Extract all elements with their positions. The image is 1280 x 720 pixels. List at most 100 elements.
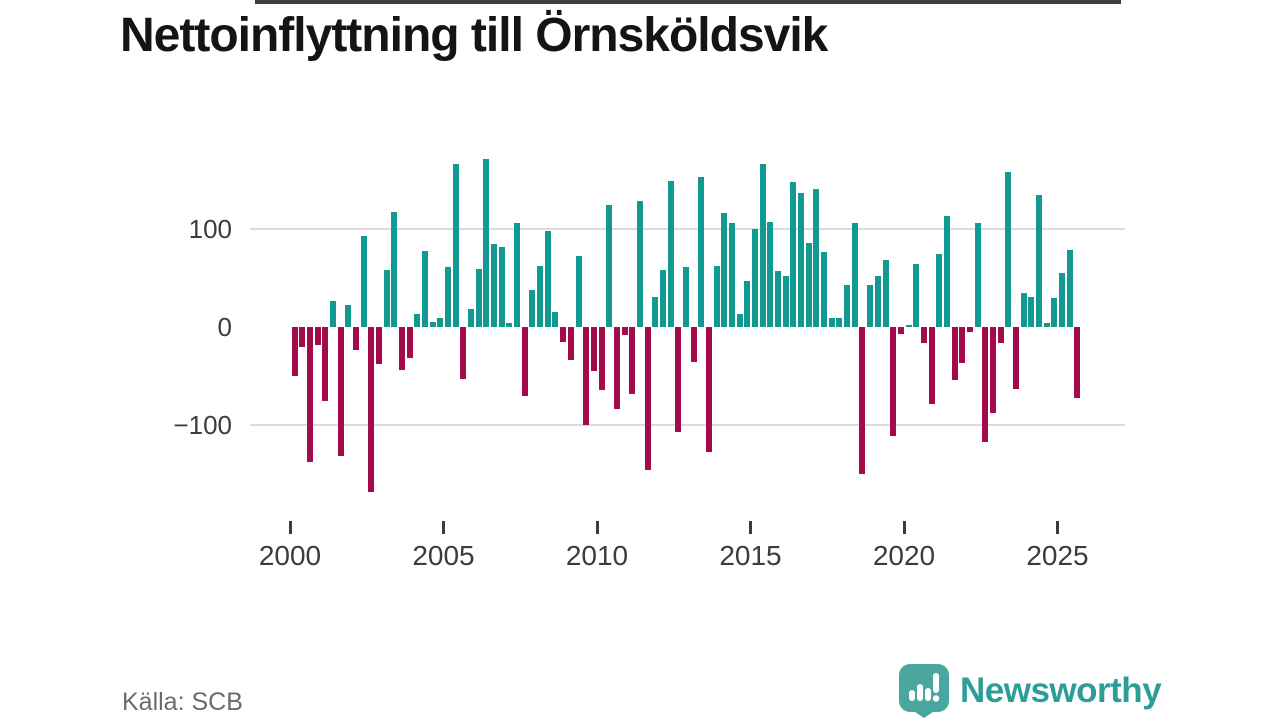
bar-2005-Q1: [445, 267, 452, 327]
bar-2018-Q1: [844, 284, 851, 327]
bar-2015-Q3: [767, 222, 774, 327]
bar-2023-Q1: [997, 327, 1004, 343]
bar-2017-Q3: [828, 318, 835, 327]
bar-2002-Q3: [368, 327, 375, 492]
x-tick-2010: [595, 521, 599, 534]
bar-2006-Q4: [498, 246, 505, 327]
bar-2011-Q3: [644, 327, 651, 471]
bar-2007-Q3: [521, 327, 528, 396]
bar-2019-Q2: [882, 260, 889, 327]
bar-2012-Q4: [682, 267, 689, 327]
bar-2024-Q2: [1036, 194, 1042, 327]
x-tick-label-2010: 2010: [565, 540, 629, 571]
bar-2001-Q3: [337, 327, 344, 457]
bar-2017-Q4: [836, 318, 843, 327]
bar-2002-Q2: [360, 235, 367, 327]
bar-2008-Q3: [552, 312, 559, 327]
newsworthy-badge-icon: [899, 664, 949, 718]
newsworthy-wordmark: Newsworthy: [960, 670, 1162, 710]
badge-shape: [899, 664, 949, 718]
glyph-exclamation-dot: [932, 695, 940, 702]
zero-axis-line: [255, 0, 1121, 4]
bar-2008-Q2: [544, 230, 551, 327]
bar-2007-Q4: [529, 289, 536, 327]
bar-2008-Q1: [537, 266, 544, 327]
x-tick-2025: [1056, 521, 1059, 534]
bar-2000-Q3: [306, 327, 313, 463]
bar-2001-Q1: [322, 327, 329, 401]
bar-2025-Q3: [1074, 327, 1081, 398]
bar-2017-Q1: [813, 188, 820, 327]
bar-2011-Q1: [629, 327, 636, 394]
bar-2002-Q4: [375, 327, 382, 365]
bar-2004-Q3: [429, 322, 436, 327]
gridline-100: [250, 228, 1125, 230]
x-tick-2020: [902, 521, 906, 534]
bar-2018-Q2: [851, 223, 858, 327]
gridline--100: [250, 424, 1125, 426]
bar-2001-Q4: [345, 305, 352, 327]
bar-2024-Q4: [1051, 297, 1058, 327]
bar-2003-Q3: [398, 327, 405, 371]
bar-2015-Q4: [775, 271, 782, 327]
bar-2020-Q4: [928, 327, 935, 405]
bar-2001-Q2: [329, 300, 336, 327]
bar-2023-Q4: [1020, 292, 1027, 327]
bar-2002-Q1: [352, 327, 359, 350]
bar-2013-Q2: [698, 177, 705, 327]
bar-2006-Q1: [475, 269, 482, 327]
x-tick-label-2000: 2000: [258, 540, 322, 571]
bar-2020-Q2: [913, 264, 920, 327]
x-tick-2015: [749, 521, 752, 534]
bar-2007-Q2: [514, 223, 521, 327]
bar-2015-Q2: [759, 164, 766, 327]
bar-2015-Q1: [752, 229, 759, 327]
bar-2009-Q3: [583, 327, 590, 425]
bar-2013-Q4: [713, 266, 720, 327]
y-tick-label-100: 100: [188, 214, 232, 244]
bar-2025-Q2: [1066, 249, 1073, 327]
bar-2017-Q2: [821, 251, 828, 327]
bar-2011-Q4: [652, 296, 659, 327]
glyph-bar-medium: [925, 688, 931, 701]
bar-2006-Q3: [491, 243, 498, 327]
bar-2016-Q4: [805, 242, 812, 327]
x-tick-2000: [288, 521, 292, 534]
bar-2005-Q3: [460, 327, 467, 379]
glyph-bar-tall: [917, 684, 923, 701]
bar-2011-Q2: [636, 200, 643, 327]
bar-2010-Q2: [606, 205, 613, 327]
bar-2012-Q2: [667, 180, 674, 327]
glyph-exclamation-stroke: [933, 673, 939, 693]
bar-2016-Q2: [790, 181, 797, 327]
y-tick-label-0: 0: [217, 312, 232, 342]
bar-2022-Q3: [982, 327, 989, 442]
bar-2018-Q4: [867, 284, 874, 327]
bar-2014-Q2: [729, 223, 735, 327]
bar-2007-Q1: [506, 323, 513, 327]
bar-2000-Q1: [291, 327, 298, 376]
bar-2019-Q1: [874, 276, 881, 327]
y-tick-label--100: −100: [173, 410, 232, 440]
bar-2000-Q4: [314, 327, 321, 345]
bar-2022-Q1: [966, 327, 973, 332]
bar-2021-Q4: [959, 327, 966, 364]
bar-2019-Q3: [890, 327, 897, 436]
bar-2003-Q4: [406, 327, 413, 359]
bar-2003-Q2: [391, 212, 398, 327]
bar-2025-Q1: [1059, 273, 1066, 327]
bar-2013-Q3: [705, 327, 712, 453]
glyph-bar-small: [909, 690, 915, 701]
bar-2010-Q3: [613, 327, 620, 410]
bar-2012-Q1: [659, 270, 666, 327]
bar-2005-Q2: [452, 164, 459, 327]
bar-2021-Q1: [936, 253, 943, 327]
bar-2004-Q4: [437, 318, 444, 327]
x-tick-label-2015: 2015: [719, 540, 782, 571]
bar-2006-Q2: [483, 159, 490, 327]
bar-2022-Q2: [974, 223, 981, 327]
bar-2003-Q1: [383, 270, 390, 327]
bar-2008-Q4: [560, 327, 567, 342]
bar-2014-Q4: [744, 280, 751, 327]
